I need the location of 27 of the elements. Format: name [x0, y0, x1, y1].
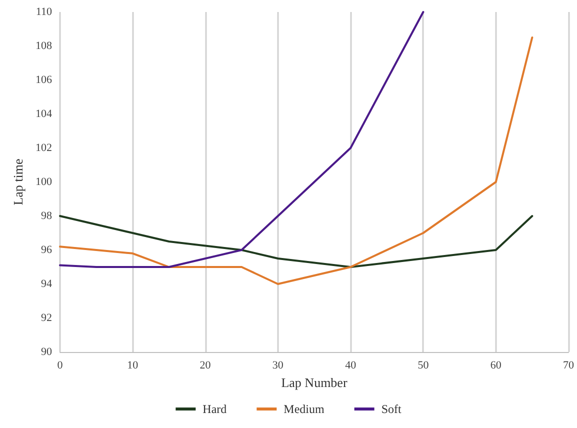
- y-tick-label: 102: [36, 142, 52, 154]
- x-tick-label: 70: [563, 360, 574, 372]
- x-tick-label: 30: [272, 360, 284, 372]
- x-tick-label: 20: [200, 360, 212, 372]
- y-axis-title: Lap time: [10, 158, 26, 206]
- y-tick-label: 96: [41, 244, 52, 256]
- line-series: [59, 11, 424, 268]
- y-tick-label: 92: [41, 312, 52, 324]
- legend-label: Soft: [381, 402, 402, 416]
- y-tick-label: 100: [36, 176, 52, 188]
- line-series: [59, 215, 534, 268]
- line-series: [59, 36, 534, 285]
- y-tick-label: 94: [41, 278, 52, 290]
- y-tick-label: 110: [36, 6, 52, 18]
- y-tick-label: 98: [41, 210, 52, 222]
- x-tick-label: 0: [57, 360, 64, 372]
- x-tick-label: 40: [345, 360, 357, 372]
- legend-label: Hard: [202, 402, 227, 416]
- y-tick-label: 104: [36, 108, 52, 120]
- x-tick-label: 50: [418, 360, 430, 372]
- y-tick-label: 106: [36, 74, 52, 86]
- x-tick-label: 10: [127, 360, 139, 372]
- y-tick-label: 90: [41, 346, 52, 358]
- y-tick-label: 108: [36, 40, 52, 52]
- x-tick-label: 60: [490, 360, 502, 372]
- x-axis-title: Lap Number: [281, 374, 348, 390]
- legend-label: Medium: [284, 402, 325, 416]
